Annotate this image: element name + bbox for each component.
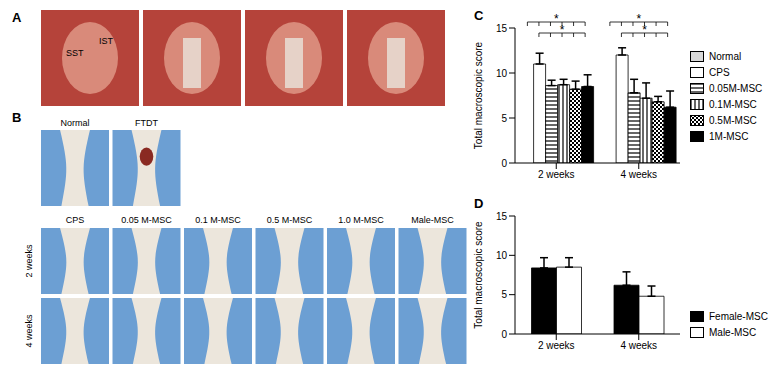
svg-text:IST: IST [99,36,114,46]
html-text:D: D [474,196,484,211]
html-text:1M-MSC: 1M-MSC [709,130,749,142]
svg-text:15: 15 [496,23,508,34]
svg-text:0.1 M-MSC: 0.1 M-MSC [195,215,241,225]
svg-text:10: 10 [496,250,508,261]
svg-text:4 weeks: 4 weeks [24,314,34,348]
html-text:Female-MSC: Female-MSC [709,310,768,322]
svg-text:1.0 M-MSC: 1.0 M-MSC [338,215,384,225]
svg-text:*: * [642,23,647,37]
svg-text:2 weeks: 2 weeks [538,340,575,351]
svg-text:CPS: CPS [66,215,85,225]
svg-text:Total macroscopic score: Total macroscopic score [473,221,484,329]
svg-text:0: 0 [501,329,507,340]
svg-text:10: 10 [496,68,508,79]
svg-text:Normal: Normal [60,118,89,128]
html-text:CPS: CPS [709,66,730,78]
svg-text:2 weeks: 2 weeks [24,244,34,278]
svg-text:4 weeks: 4 weeks [620,340,657,351]
svg-text:*: * [636,12,641,26]
svg-text:5: 5 [501,113,507,124]
html-text:Normal: Normal [709,50,742,62]
svg-text:0.05 M-MSC: 0.05 M-MSC [121,215,172,225]
svg-text:0: 0 [501,158,507,169]
html-text:0.5M-MSC: 0.5M-MSC [709,114,757,126]
svg-text:*: * [554,12,559,26]
svg-text:Male-MSC: Male-MSC [411,215,454,225]
html-text:0.1M-MSC: 0.1M-MSC [709,98,757,110]
svg-text:2 weeks: 2 weeks [538,169,575,180]
svg-text:Total macroscopic score: Total macroscopic score [473,41,484,149]
svg-text:5: 5 [501,289,507,300]
html-text:C: C [474,8,484,23]
svg-text:A: A [12,10,22,25]
html-text:0.05M-MSC: 0.05M-MSC [709,82,763,94]
svg-text:FTDT: FTDT [135,118,158,128]
svg-text:SST: SST [66,48,84,58]
svg-text:0.5 M-MSC: 0.5 M-MSC [267,215,313,225]
svg-text:*: * [560,23,565,37]
html-text:Male-MSC: Male-MSC [709,326,757,338]
svg-text:4 weeks: 4 weeks [620,169,657,180]
svg-text:15: 15 [496,211,508,222]
svg-text:B: B [12,110,21,125]
